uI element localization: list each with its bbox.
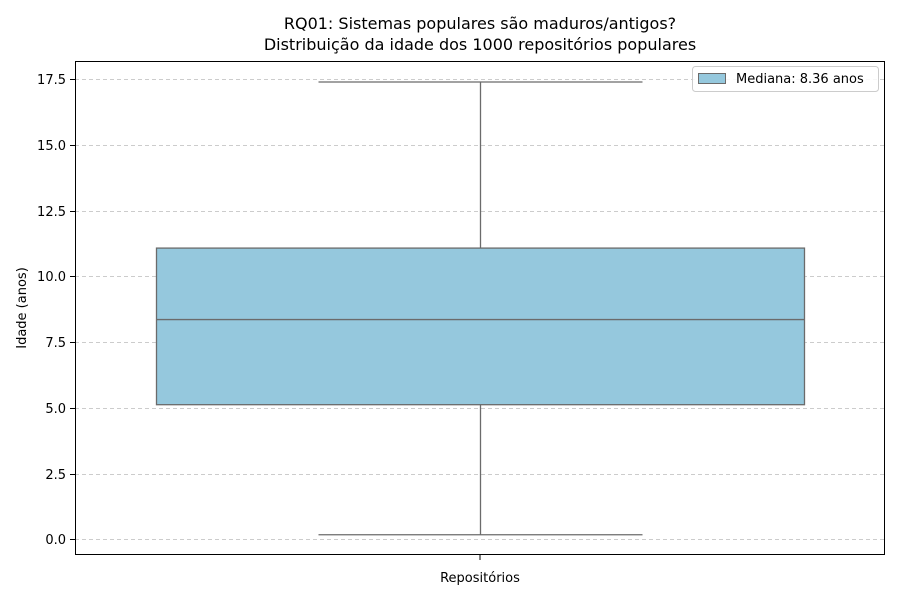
y-tick-label: 15.0 [37, 139, 66, 154]
legend-frame [692, 66, 879, 92]
iqr-box [155, 247, 806, 406]
y-tick-label: 17.5 [37, 73, 66, 88]
plot-frame [75, 61, 885, 555]
y-tick-label: 7.5 [45, 336, 66, 351]
y-axis-ticks: 0.0 2.5 5.0 7.5 10.0 12.5 15.0 17.5 [37, 73, 75, 548]
legend-swatch [698, 73, 726, 84]
legend: Mediana: 8.36 anos [692, 66, 879, 92]
y-tick-label: 0.0 [45, 533, 66, 548]
y-tick-label: 12.5 [37, 205, 66, 220]
y-tick-label: 5.0 [45, 402, 66, 417]
legend-label: Mediana: 8.36 anos [736, 72, 864, 87]
y-axis-label: Idade (anos) [15, 267, 30, 349]
x-axis-label: Repositórios [440, 571, 520, 586]
y-tick-label: 10.0 [37, 270, 66, 285]
y-tick-label: 2.5 [45, 468, 66, 483]
box-group [155, 81, 806, 536]
chart-title-line1: RQ01: Sistemas populares são maduros/ant… [284, 14, 676, 33]
chart-title-line2: Distribuição da idade dos 1000 repositór… [264, 35, 696, 54]
